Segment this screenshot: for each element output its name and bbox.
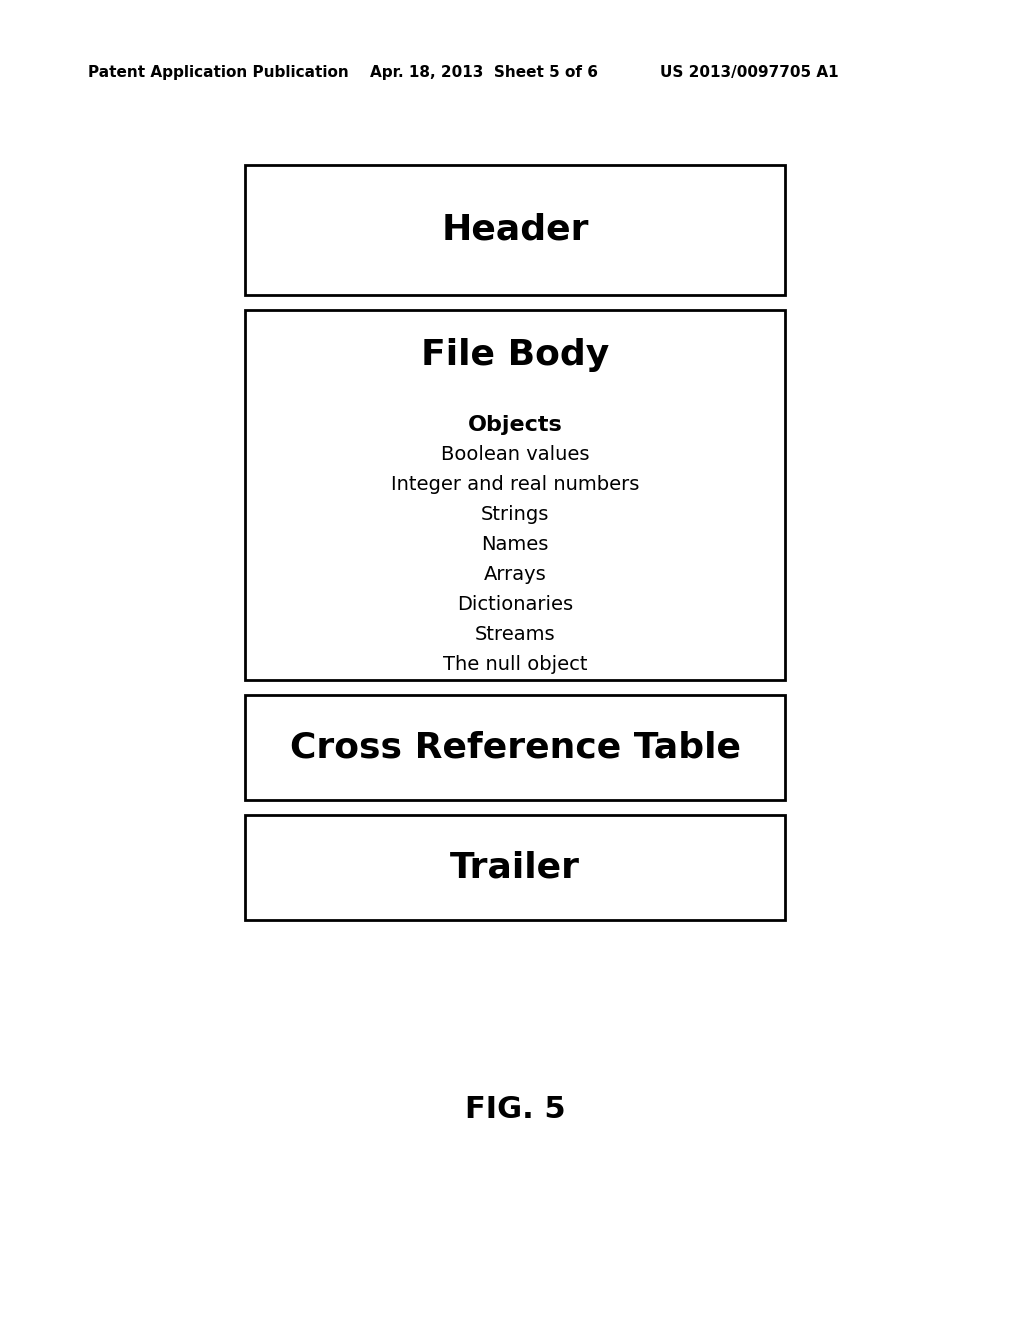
Text: Dictionaries: Dictionaries <box>457 595 573 615</box>
Text: Cross Reference Table: Cross Reference Table <box>290 730 740 764</box>
Text: Strings: Strings <box>481 506 549 524</box>
Bar <box>245 165 785 294</box>
Text: Integer and real numbers: Integer and real numbers <box>391 475 639 495</box>
Text: US 2013/0097705 A1: US 2013/0097705 A1 <box>660 65 839 79</box>
Text: Header: Header <box>441 213 589 247</box>
Bar <box>245 814 785 920</box>
Text: FIG. 5: FIG. 5 <box>465 1096 565 1125</box>
Text: Names: Names <box>481 536 549 554</box>
Text: File Body: File Body <box>421 338 609 372</box>
Bar <box>245 696 785 800</box>
Text: Arrays: Arrays <box>483 565 547 585</box>
Text: Boolean values: Boolean values <box>440 446 589 465</box>
Text: Objects: Objects <box>468 414 562 436</box>
Text: The null object: The null object <box>442 656 587 675</box>
Text: Trailer: Trailer <box>450 850 580 884</box>
Text: Streams: Streams <box>475 626 555 644</box>
Text: Patent Application Publication: Patent Application Publication <box>88 65 349 79</box>
Bar <box>245 310 785 680</box>
Text: Apr. 18, 2013  Sheet 5 of 6: Apr. 18, 2013 Sheet 5 of 6 <box>370 65 598 79</box>
